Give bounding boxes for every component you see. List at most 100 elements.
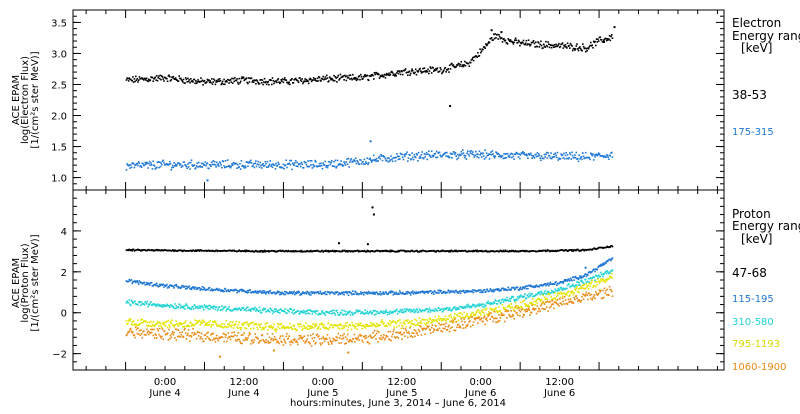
- proton-point: [194, 288, 196, 290]
- proton-point: [399, 319, 401, 321]
- proton-point: [390, 325, 392, 327]
- electron-point: [433, 155, 435, 157]
- proton-point: [506, 297, 508, 299]
- electron-point: [251, 77, 253, 79]
- proton-point: [167, 332, 169, 334]
- proton-point: [412, 291, 414, 293]
- proton-point: [559, 298, 561, 300]
- proton-point: [568, 291, 570, 293]
- proton-point: [393, 331, 395, 333]
- electron-point: [175, 163, 177, 165]
- electron-point: [204, 164, 206, 166]
- electron-point: [421, 71, 423, 73]
- electron-point: [480, 152, 482, 154]
- electron-point: [168, 163, 170, 165]
- proton-point: [430, 290, 432, 292]
- electron-point: [394, 75, 396, 77]
- proton-point: [561, 293, 563, 295]
- proton-point: [307, 312, 309, 314]
- proton-point: [509, 298, 511, 300]
- electron-point: [290, 164, 292, 166]
- proton-point: [449, 292, 451, 294]
- electron-point: [535, 154, 537, 156]
- proton-point: [134, 334, 136, 336]
- electron-point: [159, 78, 161, 80]
- proton-point: [494, 311, 496, 313]
- electron-point: [530, 153, 532, 155]
- proton-point: [171, 319, 173, 321]
- proton-point: [463, 312, 465, 314]
- proton-point: [210, 305, 212, 307]
- electron-point: [257, 163, 259, 165]
- proton-point: [361, 335, 363, 337]
- electron-point: [455, 152, 457, 154]
- proton-point: [594, 280, 596, 282]
- proton-point: [182, 306, 184, 308]
- proton-point: [432, 321, 434, 323]
- proton-point: [309, 327, 311, 329]
- electron-point: [273, 83, 275, 85]
- electron-point: [527, 157, 529, 159]
- proton-point: [348, 326, 350, 328]
- proton-point: [388, 323, 390, 325]
- proton-point: [150, 321, 152, 323]
- proton-point: [472, 289, 474, 291]
- proton-point: [484, 324, 486, 326]
- proton-point: [500, 310, 502, 312]
- proton-point: [248, 335, 250, 337]
- proton-point: [304, 327, 306, 329]
- electron-point: [218, 80, 220, 82]
- electron-point: [359, 75, 361, 77]
- proton-point: [335, 340, 337, 342]
- proton-point: [299, 291, 301, 293]
- electron-point: [576, 43, 578, 45]
- electron-point: [329, 76, 331, 78]
- proton-point: [322, 310, 324, 312]
- electron-point: [546, 152, 548, 154]
- proton-point: [393, 294, 395, 296]
- electron-point: [129, 167, 131, 169]
- proton-point: [189, 285, 191, 287]
- electron-point: [427, 159, 429, 161]
- proton-point: [562, 295, 564, 297]
- proton-point: [128, 281, 130, 283]
- electron-point: [293, 82, 295, 84]
- proton-point: [412, 310, 414, 312]
- proton-point: [612, 277, 614, 279]
- electron-point: [330, 164, 332, 166]
- proton-point: [147, 301, 149, 303]
- proton-point: [181, 331, 183, 333]
- electron-point: [428, 150, 430, 152]
- electron-point: [408, 157, 410, 159]
- proton-point: [179, 304, 181, 306]
- electron-point: [499, 36, 501, 38]
- proton-point: [476, 310, 478, 312]
- electron-point: [218, 79, 220, 81]
- proton-point: [217, 338, 219, 340]
- electron-point: [498, 156, 500, 158]
- proton-point: [528, 308, 530, 310]
- proton-point: [523, 314, 525, 316]
- electron-point: [334, 80, 336, 82]
- proton-point: [209, 324, 211, 326]
- proton-point: [302, 328, 304, 330]
- electron-point: [195, 167, 197, 169]
- electron-point: [537, 155, 539, 157]
- electron-point: [145, 163, 147, 165]
- proton-point: [606, 294, 608, 296]
- proton-point: [463, 290, 465, 292]
- electron-point: [267, 161, 269, 163]
- electron-point: [536, 156, 538, 158]
- electron-point: [263, 81, 265, 83]
- proton-point: [414, 324, 416, 326]
- electron-point: [282, 167, 284, 169]
- proton-point: [410, 294, 412, 296]
- proton-point: [357, 337, 359, 339]
- proton-point: [548, 285, 550, 287]
- proton-point: [590, 298, 592, 300]
- proton-point: [450, 314, 452, 316]
- electron-point: [396, 72, 398, 74]
- proton-point: [508, 310, 510, 312]
- electron-point: [236, 163, 238, 165]
- proton-point: [191, 325, 193, 327]
